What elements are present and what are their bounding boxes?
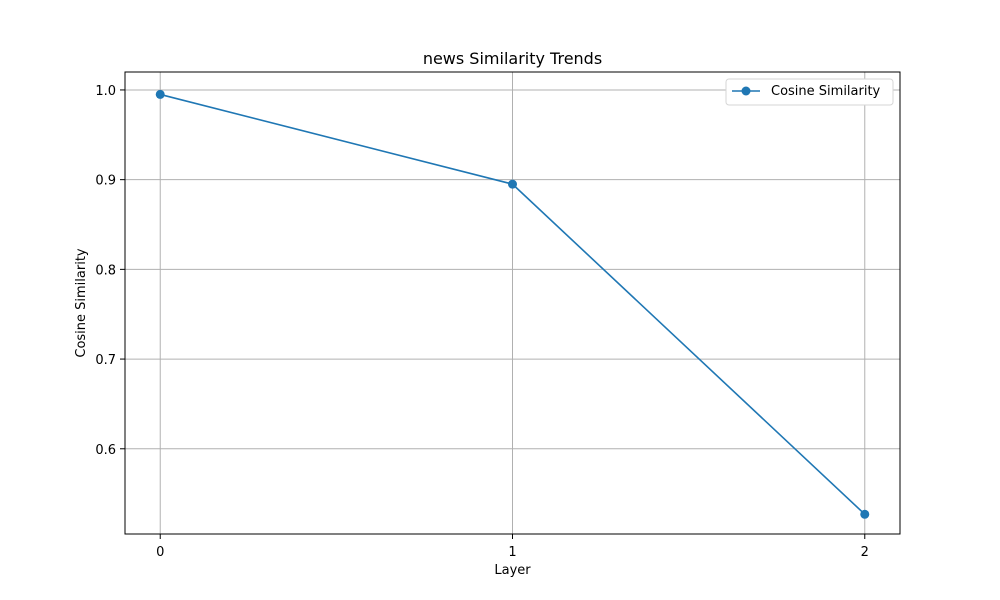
data-point[interactable] — [860, 509, 870, 519]
y-axis-label: Cosine Similarity — [74, 248, 89, 358]
y-tick-label: 0.6 — [95, 443, 116, 458]
x-tick-label: 2 — [861, 545, 869, 560]
x-axis-label: Layer — [494, 563, 531, 578]
y-tick-label: 0.8 — [95, 263, 116, 278]
legend[interactable]: Cosine Similarity — [725, 78, 894, 106]
legend-marker — [741, 86, 751, 96]
x-tick-label: 1 — [508, 545, 516, 560]
grid — [125, 72, 900, 534]
chart-title: news Similarity Trends — [423, 49, 602, 68]
data-point[interactable] — [155, 89, 165, 99]
tick-layer: 0 1 2 0.6 0.7 0.8 0.9 1.0 — [95, 84, 869, 560]
y-tick-label: 0.9 — [95, 174, 116, 189]
legend-box — [725, 78, 894, 106]
data-point[interactable] — [508, 179, 517, 189]
y-tick-label: 0.7 — [95, 353, 116, 368]
legend-label: Cosine Similarity — [771, 84, 881, 99]
y-tick-label: 1.0 — [95, 84, 116, 99]
x-tick-label: 0 — [156, 545, 164, 560]
series-layer — [155, 89, 870, 519]
